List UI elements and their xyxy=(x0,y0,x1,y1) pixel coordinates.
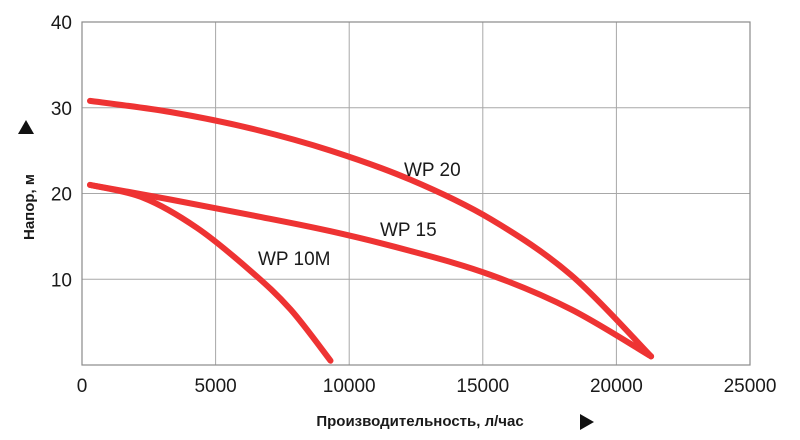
y-tick-label: 10 xyxy=(51,270,72,291)
y-tick-label: 30 xyxy=(51,99,72,120)
y-tick-labels: 10 20 30 40 xyxy=(51,13,72,291)
series-line-wp-15 xyxy=(87,181,655,360)
series-line-wp-10m xyxy=(87,181,334,364)
series-layer xyxy=(87,97,655,364)
x-axis-title: Производительность, л/час xyxy=(316,413,523,430)
y-tick-label: 20 xyxy=(51,185,72,206)
x-tick-labels: 0 5000 10000 15000 20000 25000 xyxy=(77,376,777,397)
x-tick-label: 25000 xyxy=(724,376,777,397)
y-tick-label: 40 xyxy=(51,13,72,34)
grid xyxy=(81,21,751,365)
y-axis-arrow-icon xyxy=(18,120,34,134)
y-axis-title: Напор, м xyxy=(21,174,38,240)
series-label-wp-20: WP 20 xyxy=(404,160,461,181)
x-tick-label: 5000 xyxy=(194,376,236,397)
x-tick-label: 0 xyxy=(77,376,88,397)
x-tick-label: 15000 xyxy=(456,376,509,397)
x-axis-arrow-icon xyxy=(580,414,594,430)
series-labels: WP 20 WP 15 WP 10M xyxy=(258,160,461,270)
series-label-wp-15: WP 15 xyxy=(380,220,437,241)
x-tick-label: 20000 xyxy=(590,376,643,397)
x-tick-label: 10000 xyxy=(323,376,376,397)
series-line-wp-20 xyxy=(87,97,655,360)
plot-frame xyxy=(81,21,751,366)
plot-border xyxy=(81,21,751,366)
series-label-wp-10m: WP 10M xyxy=(258,249,331,270)
